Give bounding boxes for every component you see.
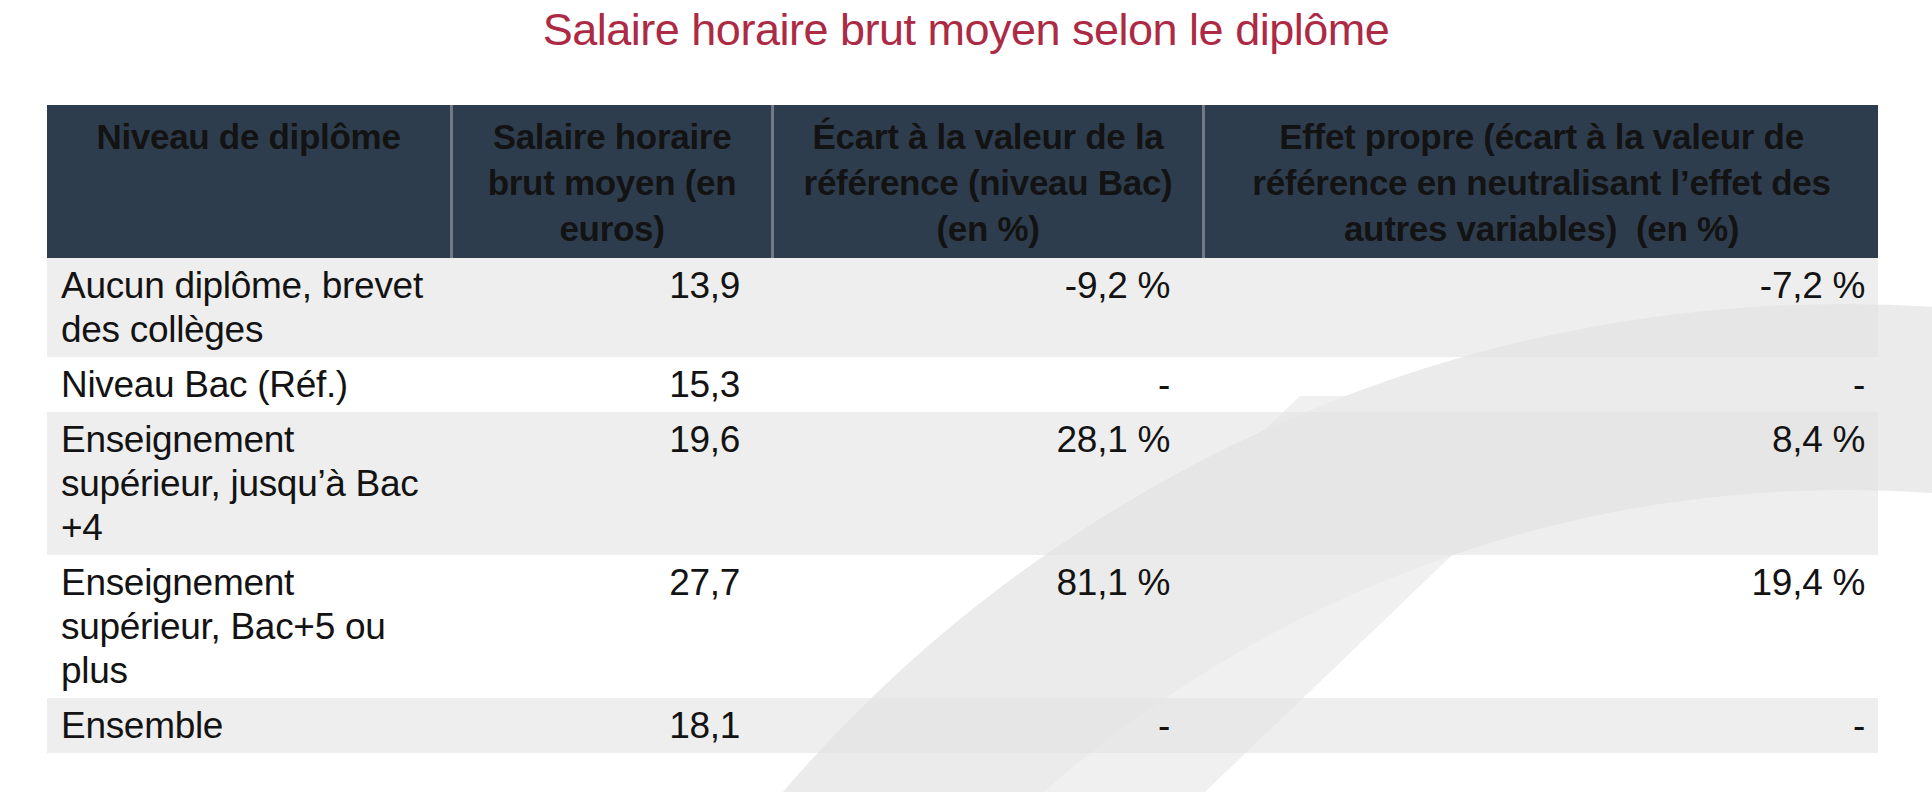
effet-value: 19,4 % bbox=[1202, 555, 1878, 698]
effet-value: - bbox=[1202, 698, 1878, 753]
column-header-effet-propre: Effet propre (écart à la valeur de référ… bbox=[1202, 105, 1878, 258]
effet-value: - bbox=[1202, 357, 1878, 412]
row-label: Aucun diplôme, brevet des collèges bbox=[47, 258, 450, 357]
ecart-value: -9,2 % bbox=[771, 258, 1202, 357]
ecart-value: - bbox=[771, 698, 1202, 753]
salaire-value: 18,1 bbox=[450, 698, 771, 753]
row-label: Ensemble bbox=[47, 698, 450, 753]
ecart-value: 81,1 % bbox=[771, 555, 1202, 698]
table-row: Niveau Bac (Réf.) 15,3 - - bbox=[47, 357, 1878, 412]
effet-value: 8,4 % bbox=[1202, 412, 1878, 555]
ecart-value: 28,1 % bbox=[771, 412, 1202, 555]
salaire-value: 19,6 bbox=[450, 412, 771, 555]
ecart-value: - bbox=[771, 357, 1202, 412]
salaire-value: 15,3 bbox=[450, 357, 771, 412]
row-label: Enseignement supérieur, jusqu’à Bac +4 bbox=[47, 412, 450, 555]
salary-by-diploma-table: Niveau de diplôme Salaire horaire brut m… bbox=[47, 105, 1878, 753]
effet-value: -7,2 % bbox=[1202, 258, 1878, 357]
table-header-row: Niveau de diplôme Salaire horaire brut m… bbox=[47, 105, 1878, 258]
salaire-value: 13,9 bbox=[450, 258, 771, 357]
table-row: Enseignement supérieur, Bac+5 ou plus 27… bbox=[47, 555, 1878, 698]
table-row: Aucun diplôme, brevet des collèges 13,9 … bbox=[47, 258, 1878, 357]
row-label: Enseignement supérieur, Bac+5 ou plus bbox=[47, 555, 450, 698]
table-row: Ensemble 18,1 - - bbox=[47, 698, 1878, 753]
column-header-niveau-diplome: Niveau de diplôme bbox=[47, 105, 450, 258]
column-header-salaire-horaire: Salaire horaire brut moyen (en euros) bbox=[450, 105, 771, 258]
page-title: Salaire horaire brut moyen selon le dipl… bbox=[0, 4, 1932, 56]
row-label: Niveau Bac (Réf.) bbox=[47, 357, 450, 412]
table-row: Enseignement supérieur, jusqu’à Bac +4 1… bbox=[47, 412, 1878, 555]
salaire-value: 27,7 bbox=[450, 555, 771, 698]
column-header-ecart-reference: Écart à la valeur de la référence (nivea… bbox=[771, 105, 1202, 258]
